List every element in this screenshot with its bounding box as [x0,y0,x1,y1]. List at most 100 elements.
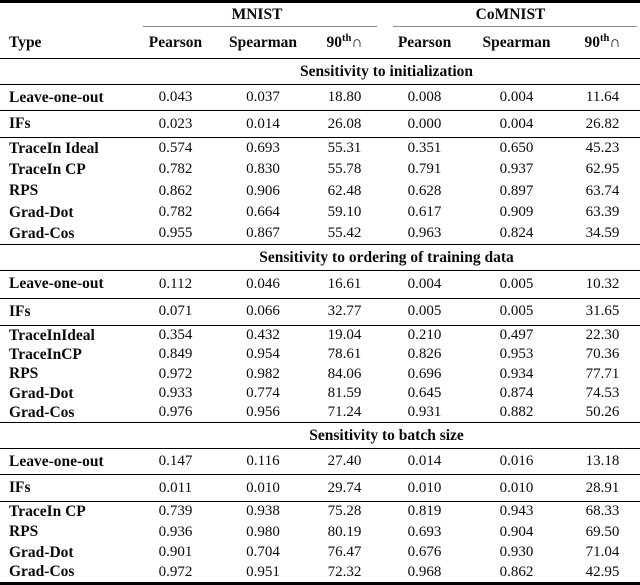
value-cell: 0.071 [133,297,218,326]
value-cell: 0.693 [218,137,308,159]
value-cell: 0.147 [133,447,218,475]
value-cell: 77.71 [585,365,620,382]
value-cell: 0.867 [246,225,280,242]
value-cell: 84.06 [327,365,362,382]
value-cell: 31.65 [565,297,640,326]
value-cell: 0.043 [133,83,218,111]
value-cell: 78.61 [327,346,362,363]
table-row: Grad-Dot 0.782 0.664 59.10 0.617 0.909 6… [0,202,640,223]
value-cell: 0.972 [158,365,193,382]
col-header-p90-comnist: 90th∩ [584,32,621,51]
intersection-symbol: ∩ [609,33,621,51]
value-cell: 0.000 [381,110,469,138]
value-cell: 0.953 [499,346,534,363]
table-row: RPS 0.862 0.906 62.48 0.628 0.897 63.74 [0,180,640,201]
value-cell: 0.037 [218,83,308,111]
empty-cell [0,422,133,449]
value-cell: 0.676 [407,544,442,561]
value-cell: 0.968 [407,563,442,580]
row-label: Leave-one-out [0,447,133,475]
value-cell: 0.351 [381,137,469,159]
value-cell: 0.645 [407,385,442,402]
value-cell: 0.628 [407,182,442,199]
value-cell: 0.112 [133,269,218,299]
value-cell: 80.19 [327,523,362,540]
row-label: RPS [9,523,39,541]
row-label: TraceIn CP [0,500,133,522]
table-row: Leave-one-out 0.043 0.037 18.80 0.008 0.… [0,83,640,111]
table-row: RPS 0.972 0.982 84.06 0.696 0.934 77.71 [0,364,640,383]
value-cell: 13.18 [565,447,640,475]
value-cell: 19.04 [308,325,382,346]
col-header-type: Type [9,33,42,51]
value-cell: 0.830 [246,161,280,178]
value-cell: 0.956 [246,404,280,421]
col-header-pearson-comnist: Pearson [397,33,452,51]
value-cell: 11.64 [565,83,640,111]
table-row: TraceIn CP 0.782 0.830 55.78 0.791 0.937… [0,159,640,180]
value-cell: 0.693 [407,523,442,540]
value-cell: 0.826 [407,346,442,363]
row-label: TraceInIdeal [0,325,133,346]
value-cell: 81.59 [327,385,362,402]
value-cell: 0.849 [158,346,193,363]
value-cell: 0.931 [407,404,442,421]
value-cell: 63.39 [585,204,620,221]
value-cell: 0.497 [468,325,566,346]
value-cell: 0.739 [133,500,218,522]
value-cell: 0.933 [158,385,193,402]
value-cell: 0.934 [499,365,534,382]
empty-cell [0,244,133,271]
value-cell: 27.40 [308,447,382,475]
comnist-group-header: CoMNIST [381,2,640,28]
value-cell: 32.77 [308,297,382,326]
col-header-spearman-comnist: Spearman [482,33,551,51]
section-title: Sensitivity to ordering of training data [133,244,640,271]
section-title: Sensitivity to batch size [133,422,640,449]
row-label: IFs [0,297,133,326]
value-cell: 0.014 [381,447,469,475]
value-cell: 0.004 [468,110,566,138]
value-cell: 68.33 [565,500,640,522]
value-cell: 0.954 [246,346,280,363]
value-cell: 0.005 [468,297,566,326]
value-cell: 0.980 [246,523,280,540]
row-label: IFs [0,474,133,502]
table-row: TraceIn CP 0.739 0.938 75.28 0.819 0.943… [0,500,640,522]
value-cell: 0.023 [133,110,218,138]
col-header-p90-mnist: 90th∩ [326,32,363,51]
value-cell: 28.91 [565,474,640,502]
value-cell: 0.016 [468,447,566,475]
value-cell: 42.95 [585,563,620,580]
value-cell: 0.046 [218,269,308,299]
value-cell: 16.61 [308,269,382,299]
section-title-row: Sensitivity to batch size [0,422,640,449]
value-cell: 0.011 [133,474,218,502]
value-cell: 0.704 [246,544,280,561]
value-cell: 0.014 [218,110,308,138]
value-cell: 0.004 [468,83,566,111]
value-cell: 10.32 [565,269,640,299]
value-cell: 0.696 [407,365,442,382]
section-title-row: Sensitivity to initialization [0,58,640,85]
value-cell: 76.47 [327,544,362,561]
value-cell: 0.010 [468,474,566,502]
row-label: TraceIn Ideal [0,137,133,159]
value-cell: 22.30 [565,325,640,346]
row-label: IFs [0,110,133,138]
mnist-label: MNIST [231,6,283,24]
table-row: Leave-one-out 0.147 0.116 27.40 0.014 0.… [0,447,640,475]
row-label: RPS [9,365,39,383]
value-cell: 0.963 [407,225,442,242]
row-label: Leave-one-out [0,269,133,299]
value-cell: 62.48 [327,182,362,199]
value-cell: 74.53 [585,385,620,402]
value-cell: 50.26 [585,404,620,421]
row-label: Grad-Dot [9,384,74,402]
value-cell: 0.930 [499,544,534,561]
value-cell: 0.005 [381,297,469,326]
value-cell: 72.32 [327,563,362,580]
value-cell: 26.82 [565,110,640,138]
value-cell: 0.617 [407,204,442,221]
